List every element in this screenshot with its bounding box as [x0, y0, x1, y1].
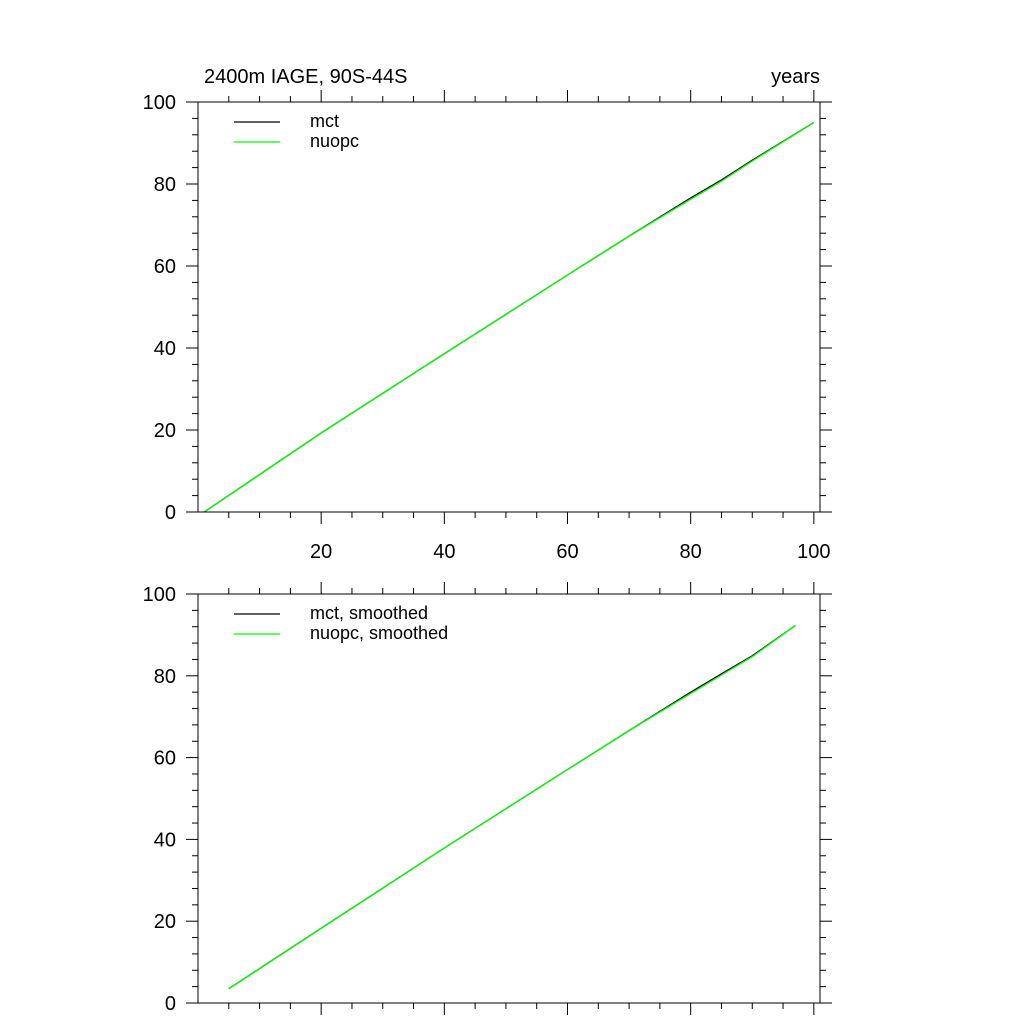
plot-frame: [197, 593, 821, 1004]
y-tick-label: 100: [143, 584, 176, 606]
y-tick-label: 40: [154, 829, 176, 851]
panel-1: 0 20 40 60 80 100 20 40 60 80 100 2400m IAGE, 90S-4…: [143, 66, 832, 563]
y-tick-label: 20: [154, 420, 176, 442]
chart-title: 2400m IAGE, 90S-44S: [204, 66, 407, 88]
y-tick-label: 0: [165, 502, 176, 524]
y-tick-label: 40: [154, 338, 176, 360]
x-tick-label: 80: [680, 541, 702, 563]
x-tick-label: 100: [797, 541, 830, 563]
y-tick-label: 0: [165, 993, 176, 1015]
chart-right-title: years: [771, 66, 820, 88]
x-tick-label: 60: [556, 541, 578, 563]
tick-marks: [186, 582, 832, 1015]
legend-label: nuopc: [310, 131, 359, 151]
legend-label: nuopc, smoothed: [310, 623, 448, 643]
tick-marks: [186, 90, 832, 524]
series-line-mct-smoothed: [228, 624, 796, 990]
plot-frame: [197, 101, 821, 513]
x-tick-label: 20: [310, 541, 332, 563]
legend-label: mct, smoothed: [310, 603, 428, 623]
series-line-nuopc-smoothed: [228, 624, 796, 990]
x-tick-label: 40: [433, 541, 455, 563]
y-tick-label: 20: [154, 911, 176, 933]
legend-label: mct: [310, 111, 339, 131]
y-tick-label: 60: [154, 748, 176, 770]
y-tick-label: 80: [154, 174, 176, 196]
y-tick-label: 60: [154, 256, 176, 278]
series-line-nuopc: [203, 121, 815, 513]
y-tick-label: 100: [143, 92, 176, 114]
y-tick-label: 80: [154, 666, 176, 688]
